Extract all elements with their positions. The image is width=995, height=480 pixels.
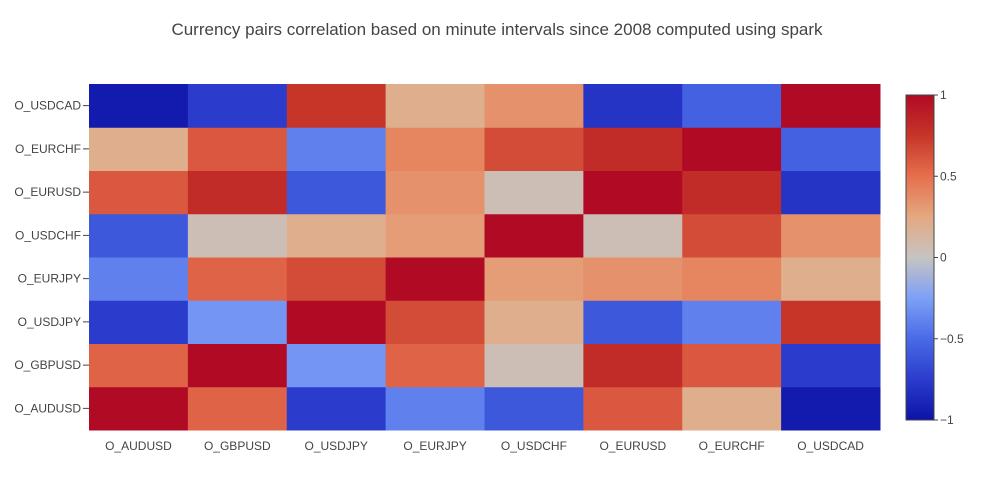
y-tick-label: O_USDCHF: [15, 228, 81, 242]
heatmap-cell: [484, 127, 584, 171]
heatmap-cell: [187, 127, 288, 171]
heatmap-cell: [187, 213, 288, 258]
heatmap-cell: [682, 170, 782, 215]
colorbar-tick-label: −0.5: [940, 332, 964, 346]
heatmap-cell: [89, 386, 189, 431]
heatmap-cell: [286, 84, 387, 128]
heatmap-cell: [781, 213, 881, 258]
heatmap-cell: [89, 127, 189, 171]
heatmap-cell: [583, 170, 683, 215]
heatmap-cell: [286, 127, 387, 171]
heatmap-cell: [781, 386, 881, 431]
y-tick-label: O_EURCHF: [15, 142, 81, 156]
colorbar: 1 0.5 0 −0.5 −1: [905, 88, 964, 427]
y-tick-label: O_AUDUSD: [14, 401, 81, 415]
heatmap-cell: [187, 386, 288, 431]
heatmap-cell: [484, 257, 584, 301]
y-tick-label: O_GBPUSD: [14, 358, 81, 372]
x-tick-label: O_USDCHF: [501, 439, 567, 453]
heatmap-cell: [286, 213, 387, 258]
heatmap-cell: [583, 257, 683, 301]
heatmap-cell: [187, 170, 288, 215]
heatmap-cell: [286, 343, 387, 388]
heatmap-cell: [187, 300, 288, 344]
heatmap-cell: [781, 127, 881, 171]
heatmap-cell: [484, 170, 584, 215]
x-tick-label: O_USDCAD: [797, 439, 864, 453]
x-tick-label: O_GBPUSD: [204, 439, 271, 453]
heatmap-cell: [781, 257, 881, 301]
heatmap-cell: [187, 343, 288, 388]
heatmap-cell: [385, 300, 485, 344]
heatmap-cell: [583, 343, 683, 388]
heatmap-cell: [286, 170, 387, 215]
y-tick-label: O_USDJPY: [18, 315, 81, 329]
heatmap-cell: [286, 386, 387, 431]
heatmap-cell: [89, 343, 189, 388]
heatmap-cell: [583, 213, 683, 258]
colorbar-ticks: 1 0.5 0 −0.5 −1: [934, 88, 964, 427]
heatmap-cell: [385, 127, 485, 171]
heatmap-cell: [385, 213, 485, 258]
heatmap-cell: [187, 257, 288, 301]
heatmap-cell: [781, 300, 881, 344]
heatmap-cell: [89, 213, 189, 258]
heatmap-cell: [682, 127, 782, 171]
heatmap-cell: [484, 300, 584, 344]
y-axis: O_AUDUSD O_GBPUSD O_USDJPY O_EURJPY O_USDCHF…: [14, 99, 89, 415]
heatmap-cell: [89, 300, 189, 344]
heatmap-cell: [385, 84, 485, 128]
heatmap-cell: [583, 84, 683, 128]
heatmap-cell: [89, 170, 189, 215]
x-tick-label: O_EURCHF: [699, 439, 765, 453]
heatmap-cell: [187, 84, 288, 128]
heatmap-cell: [682, 213, 782, 258]
heatmap-cell: [89, 84, 189, 128]
heatmap-cell: [682, 257, 782, 301]
heatmap-cell: [682, 84, 782, 128]
heatmap-cell: [682, 343, 782, 388]
x-tick-label: O_USDJPY: [305, 439, 368, 453]
heatmap-cell: [583, 300, 683, 344]
heatmap-cell: [781, 343, 881, 388]
chart-title: Currency pairs correlation based on minu…: [171, 20, 823, 39]
heatmap-cell: [89, 257, 189, 301]
heatmap-cell: [484, 213, 584, 258]
heatmap-cell: [484, 84, 584, 128]
heatmap-cell: [385, 257, 485, 301]
colorbar-gradient: [905, 94, 935, 421]
y-tick-label: O_EURUSD: [14, 185, 81, 199]
y-tick-label: O_USDCAD: [14, 99, 81, 113]
heatmap-cell: [781, 84, 881, 128]
heatmap-cell: [385, 343, 485, 388]
heatmap-cell: [286, 257, 387, 301]
x-tick-label: O_EURUSD: [599, 439, 666, 453]
colorbar-tick-label: 0: [940, 251, 947, 265]
heatmap-cells: [89, 84, 881, 431]
colorbar-tick-label: 0.5: [940, 169, 957, 183]
colorbar-tick-label: −1: [940, 413, 954, 427]
heatmap-cell: [385, 170, 485, 215]
heatmap-cell: [286, 300, 387, 344]
colorbar-tick-label: 1: [940, 88, 947, 102]
x-tick-label: O_EURJPY: [403, 439, 466, 453]
heatmap-cell: [682, 300, 782, 344]
heatmap-cell: [682, 386, 782, 431]
heatmap-cell: [385, 386, 485, 431]
x-axis: O_AUDUSD O_GBPUSD O_USDJPY O_EURJPY O_USDCHF…: [105, 439, 864, 453]
y-tick-label: O_EURJPY: [18, 272, 81, 286]
heatmap-cell: [484, 386, 584, 431]
x-tick-label: O_AUDUSD: [105, 439, 172, 453]
heatmap-cell: [583, 386, 683, 431]
heatmap-cell: [484, 343, 584, 388]
heatmap-cell: [781, 170, 881, 215]
heatmap-cell: [583, 127, 683, 171]
